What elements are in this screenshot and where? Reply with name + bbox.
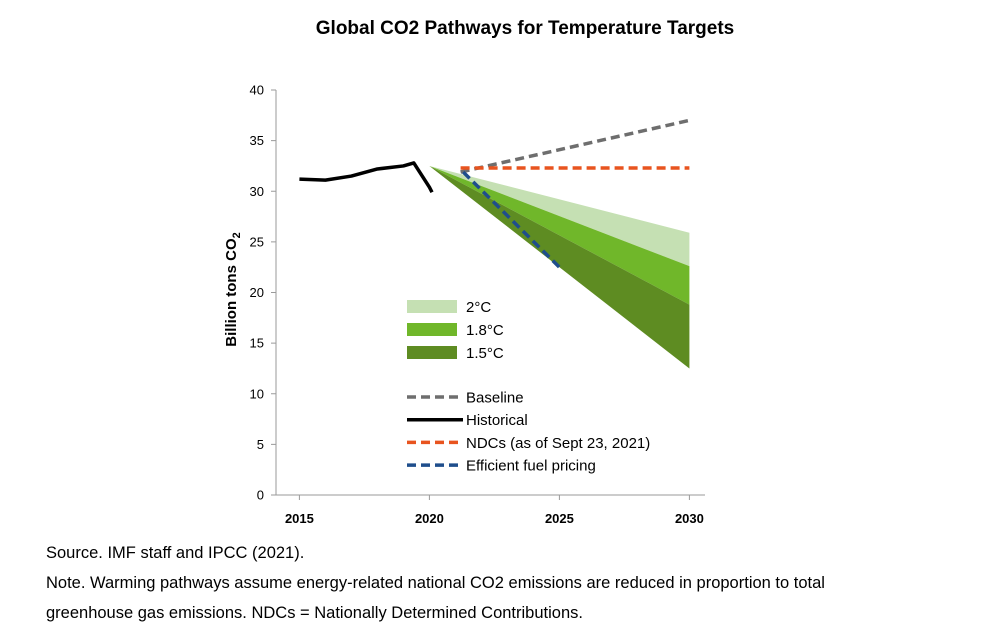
series-line-historical — [299, 161, 434, 194]
chart-title: Global CO2 Pathways for Temperature Targ… — [315, 18, 735, 39]
source-text: Source. IMF staff and IPCC (2021). — [46, 544, 305, 562]
x-tick-label: 2020 — [415, 511, 444, 526]
y-tick-label: 30 — [250, 184, 264, 199]
legend-label-efficient-fuel-pricing: Efficient fuel pricing — [466, 458, 596, 475]
x-tick-label: 2030 — [675, 511, 704, 526]
note-text-line-2: greenhouse gas emissions. NDCs = Nationa… — [46, 604, 583, 622]
y-tick-label: 0 — [257, 488, 264, 503]
x-tick-label: 2025 — [545, 511, 574, 526]
series-line-efficient-fuel-pricing — [461, 170, 561, 269]
y-tick-label: 15 — [250, 336, 264, 351]
band-1-8-c — [429, 165, 690, 305]
note-text-line-1: Note. Warming pathways assume energy-rel… — [46, 574, 825, 592]
legend-label-historical: Historical — [466, 412, 528, 429]
y-tick-label: 40 — [250, 83, 264, 98]
y-tick-label: 35 — [250, 133, 264, 148]
legend-swatch-1-8-c — [407, 323, 457, 336]
y-tick-label: 25 — [250, 234, 264, 249]
legend: 2°C 1.8°C 1.5°C Baseline Historical NDCs (as … — [407, 299, 650, 475]
notes-block: Source. IMF staff and IPCC (2021). Note.… — [46, 538, 976, 628]
legend-label-1-8-c: 1.8°C — [466, 322, 504, 339]
plot-area — [299, 118, 690, 369]
series-line-baseline — [460, 118, 690, 174]
legend-swatch-1-5-c — [407, 346, 457, 359]
y-tick-label: 10 — [250, 386, 264, 401]
legend-swatch-2-c — [407, 300, 457, 313]
y-axis-label: Billion tons CO2 — [223, 232, 243, 346]
legend-label-2-c: 2°C — [466, 299, 491, 316]
band-1-5-c — [429, 165, 690, 369]
legend-label-baseline: Baseline — [466, 390, 524, 407]
legend-label-1-5-c: 1.5°C — [466, 345, 504, 362]
legend-label-ndcs-as-of-sept-23-2021: NDCs (as of Sept 23, 2021) — [466, 435, 650, 452]
y-tick-label: 5 — [257, 437, 264, 452]
x-tick-label: 2015 — [285, 511, 314, 526]
y-tick-label: 20 — [250, 285, 264, 300]
